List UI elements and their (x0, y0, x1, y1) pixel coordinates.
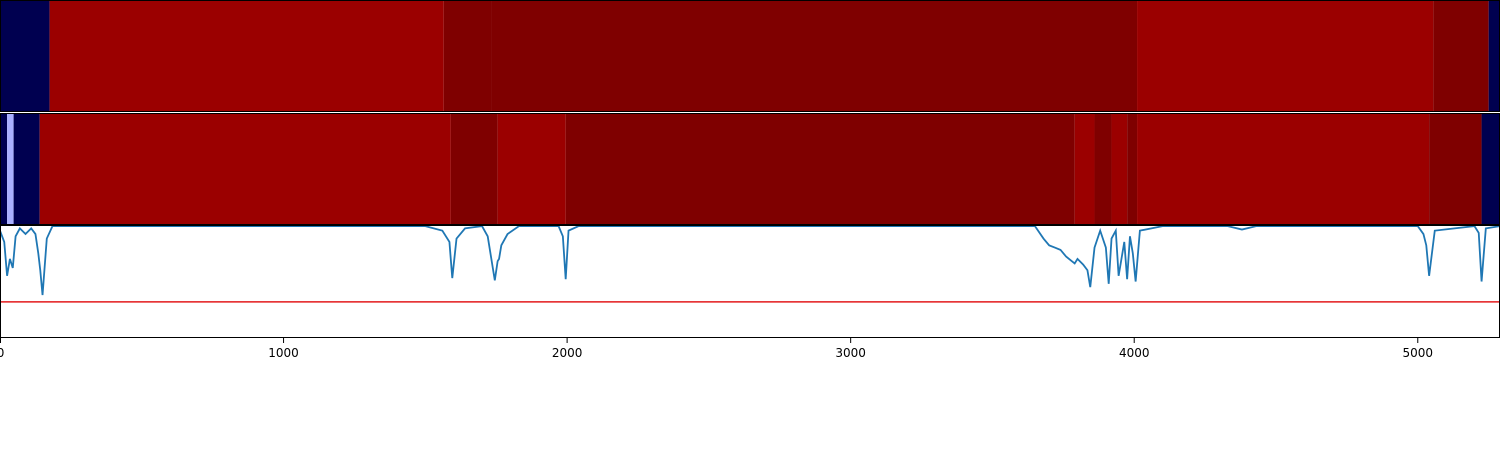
x-tick-label-1000: 1000 (268, 346, 299, 360)
heatmap-track-1 (0, 0, 1500, 112)
x-tick-label-5000: 5000 (1402, 346, 1433, 360)
heatmap-cell-2-9 (1094, 113, 1112, 225)
heatmap-cell-2-4 (39, 113, 451, 225)
heatmap-cell-2-8 (1074, 113, 1095, 225)
x-tick-label-0: 0 (0, 346, 4, 360)
heatmap-cell-2-3 (13, 113, 40, 225)
x-axis: 0 1000 2000 3000 4000 5000 (0, 338, 1433, 360)
heatmap-cell-2-10 (1111, 113, 1128, 225)
heatmap-cell-1-5 (1137, 0, 1434, 112)
heatmap-cell-2-14 (1481, 113, 1500, 225)
heatmap-cell-2-11 (1127, 113, 1138, 225)
heatmap-cell-1-3 (443, 0, 492, 112)
heatmap-cell-2-13 (1429, 113, 1482, 225)
heatmap-cell-1-7 (1488, 0, 1500, 112)
heatmap-track-2 (0, 113, 1500, 225)
heatmap-cell-1-2 (49, 0, 444, 112)
x-tick-label-3000: 3000 (835, 346, 866, 360)
heatmap-cell-2-5 (450, 113, 498, 225)
heatmap-cell-1-6 (1433, 0, 1489, 112)
heatmap-cell-2-1 (0, 113, 8, 225)
line-panel (0, 225, 1500, 303)
heatmap-cell-2-6 (497, 113, 566, 225)
x-tick-label-4000: 4000 (1119, 346, 1150, 360)
heatmap-cell-2-12 (1137, 113, 1430, 225)
x-tick-label-2000: 2000 (552, 346, 583, 360)
heatmap-cell-2-2 (7, 113, 14, 225)
panel-frame-3 (0, 225, 1500, 338)
heatmap-cell-1-1 (0, 0, 50, 112)
heatmap-cell-1-4 (491, 0, 1138, 112)
heatmap-cell-2-7 (565, 113, 1075, 225)
series-line (0, 225, 1500, 296)
